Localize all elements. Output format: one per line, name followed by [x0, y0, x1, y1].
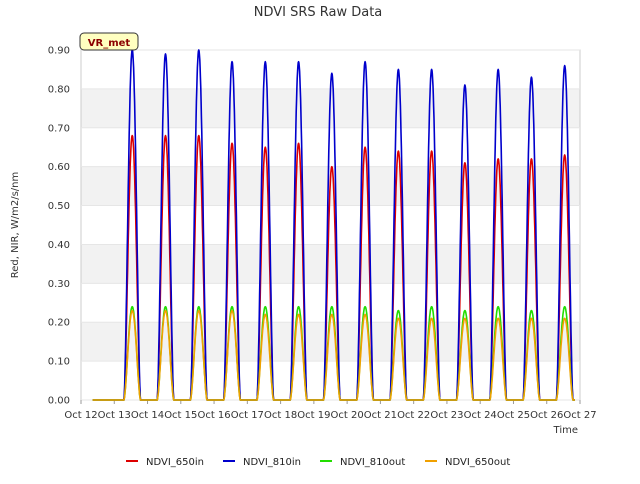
- x-tick-label: Oct 24: [464, 410, 497, 421]
- series-line-ndvi-810in: [92, 49, 576, 401]
- x-tick-label: Oct 21: [364, 410, 397, 421]
- x-tick-label: Oct 22: [397, 410, 430, 421]
- y-tick-label: 0.10: [48, 357, 70, 368]
- x-tick-label: Oct 16: [197, 410, 230, 421]
- x-tick-label: Oct 18: [264, 410, 297, 421]
- x-tick-label: Oct 17: [231, 410, 264, 421]
- y-axis-label: Red, NIR, W/m2/s/nm: [10, 172, 21, 278]
- legend: NDVI_650in NDVI_810in NDVI_810out NDVI_650o…: [126, 457, 510, 468]
- y-tick-label: 0.70: [48, 123, 70, 134]
- x-tick-label: Oct 13: [98, 410, 131, 421]
- x-tick-label: Oct 25: [497, 410, 530, 421]
- x-axis: Oct 12 Oct 13 Oct 14 Oct 15 Oct 16 Oct 17 Oct …: [64, 400, 597, 421]
- y-tick-label: 0.30: [48, 279, 70, 290]
- grid-band: [81, 322, 580, 362]
- x-tick-label: Oct 12: [64, 410, 97, 421]
- y-tick-label: 0.60: [48, 162, 70, 173]
- x-tick-label: Oct 14: [131, 410, 164, 421]
- x-tick-label: Oct 15: [164, 410, 197, 421]
- annotation-label: VR_met: [88, 38, 131, 49]
- x-tick-label: Oct 19: [297, 410, 330, 421]
- annotation-badge: VR_met: [79, 32, 139, 51]
- y-tick-label: 0.00: [48, 396, 70, 407]
- legend-label: NDVI_810out: [340, 457, 405, 468]
- legend-label: NDVI_650out: [445, 457, 510, 468]
- y-tick-label: 0.50: [48, 201, 70, 212]
- legend-label: NDVI_810in: [243, 457, 301, 468]
- grid-band: [81, 244, 580, 284]
- series-line-ndvi-650out: [92, 309, 576, 401]
- y-tick-label: 0.90: [48, 46, 70, 57]
- legend-label: NDVI_650in: [146, 457, 204, 468]
- x-axis-label: Time: [553, 425, 578, 436]
- x-tick-label: Oct 23: [430, 410, 463, 421]
- y-tick-label: 0.40: [48, 240, 70, 251]
- series-lines: [92, 49, 576, 401]
- x-tick-label: Oct 27: [563, 410, 596, 421]
- y-tick-label: 0.20: [48, 318, 70, 329]
- y-tick-label: 0.80: [48, 84, 70, 95]
- chart-title: NDVI SRS Raw Data: [254, 5, 383, 20]
- x-tick-label: Oct 20: [331, 410, 364, 421]
- x-tick-label: Oct 26: [530, 410, 563, 421]
